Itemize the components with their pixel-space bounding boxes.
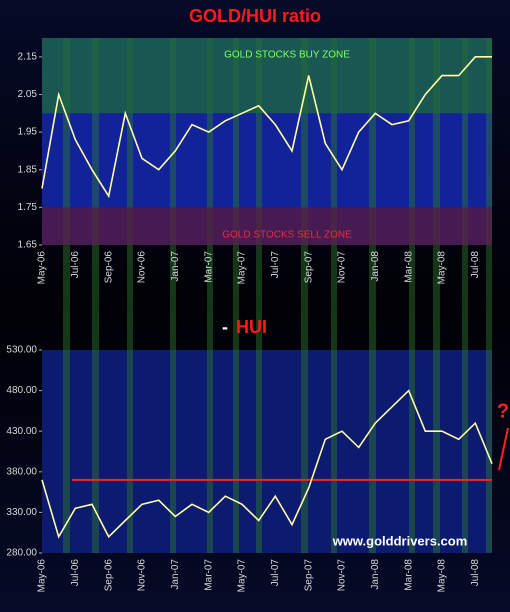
x-tick-label: Nov-06 <box>137 251 148 284</box>
y-tick-label: 330.00 <box>6 507 37 518</box>
x-tick-label: Mar-07 <box>203 251 214 283</box>
y-tick-label: 530.00 <box>6 345 37 356</box>
x-tick-label: Mar-08 <box>403 559 414 591</box>
x-tick-label: Mar-08 <box>403 251 414 283</box>
highlight-bands <box>63 38 492 553</box>
chart-title: GOLD/HUI ratio <box>189 6 321 26</box>
y-tick-label: 1.85 <box>18 164 38 175</box>
chart-title: HUI <box>236 317 267 337</box>
x-tick-label: Nov-06 <box>137 559 148 592</box>
x-tick-label: Jul-07 <box>270 559 281 587</box>
annotation-arrow <box>498 427 509 471</box>
x-tick-label: Jul-08 <box>470 251 481 279</box>
x-tick-label: Jul-07 <box>270 251 281 279</box>
x-tick-label: Jul-08 <box>470 559 481 587</box>
zone-label: GOLD STOCKS BUY ZONE <box>224 50 350 61</box>
y-tick-label: 380.00 <box>6 466 37 477</box>
x-tick-label: Nov-07 <box>337 251 348 284</box>
x-tick-label: Sep-07 <box>303 559 314 592</box>
y-tick-label: 1.95 <box>18 127 38 138</box>
x-tick-label: May-08 <box>437 559 448 593</box>
x-tick-label: Nov-07 <box>337 559 348 592</box>
zone <box>42 38 492 114</box>
x-tick-label: Sep-06 <box>103 559 114 592</box>
x-tick-label: Sep-07 <box>303 251 314 284</box>
y-tick-label: 1.75 <box>18 202 38 213</box>
x-tick-label: Jul-06 <box>70 559 81 587</box>
x-tick-label: May-08 <box>437 251 448 285</box>
data-line <box>41 389 493 539</box>
x-tick-label: Jan-07 <box>170 559 181 590</box>
x-tick-label: May-06 <box>37 559 48 593</box>
y-tick-label: 280.00 <box>6 548 37 559</box>
x-tick-label: May-07 <box>237 251 248 285</box>
x-tick-label: Jan-07 <box>170 251 181 282</box>
y-tick-label: 2.05 <box>18 89 38 100</box>
annotation: ? <box>497 400 509 422</box>
zone-label: GOLD STOCKS SELL ZONE <box>222 230 352 241</box>
watermark: www.golddrivers.com <box>332 533 468 548</box>
x-tick-label: May-06 <box>37 251 48 285</box>
x-tick-label: May-07 <box>237 559 248 593</box>
y-tick-label: 430.00 <box>6 426 37 437</box>
x-tick-label: Sep-06 <box>103 251 114 284</box>
x-tick-label: Jan-08 <box>370 251 381 282</box>
x-tick-label: Mar-07 <box>203 559 214 591</box>
data-line <box>41 56 492 199</box>
plot-area <box>42 350 492 553</box>
x-tick-label: Jul-06 <box>70 251 81 279</box>
y-tick-label: 480.00 <box>6 385 37 396</box>
zone <box>42 207 492 245</box>
y-tick-label: 1.65 <box>18 240 38 251</box>
y-tick-label: 2.15 <box>18 51 38 62</box>
x-tick-label: Jan-08 <box>370 559 381 590</box>
title-prefix: - <box>222 317 228 337</box>
